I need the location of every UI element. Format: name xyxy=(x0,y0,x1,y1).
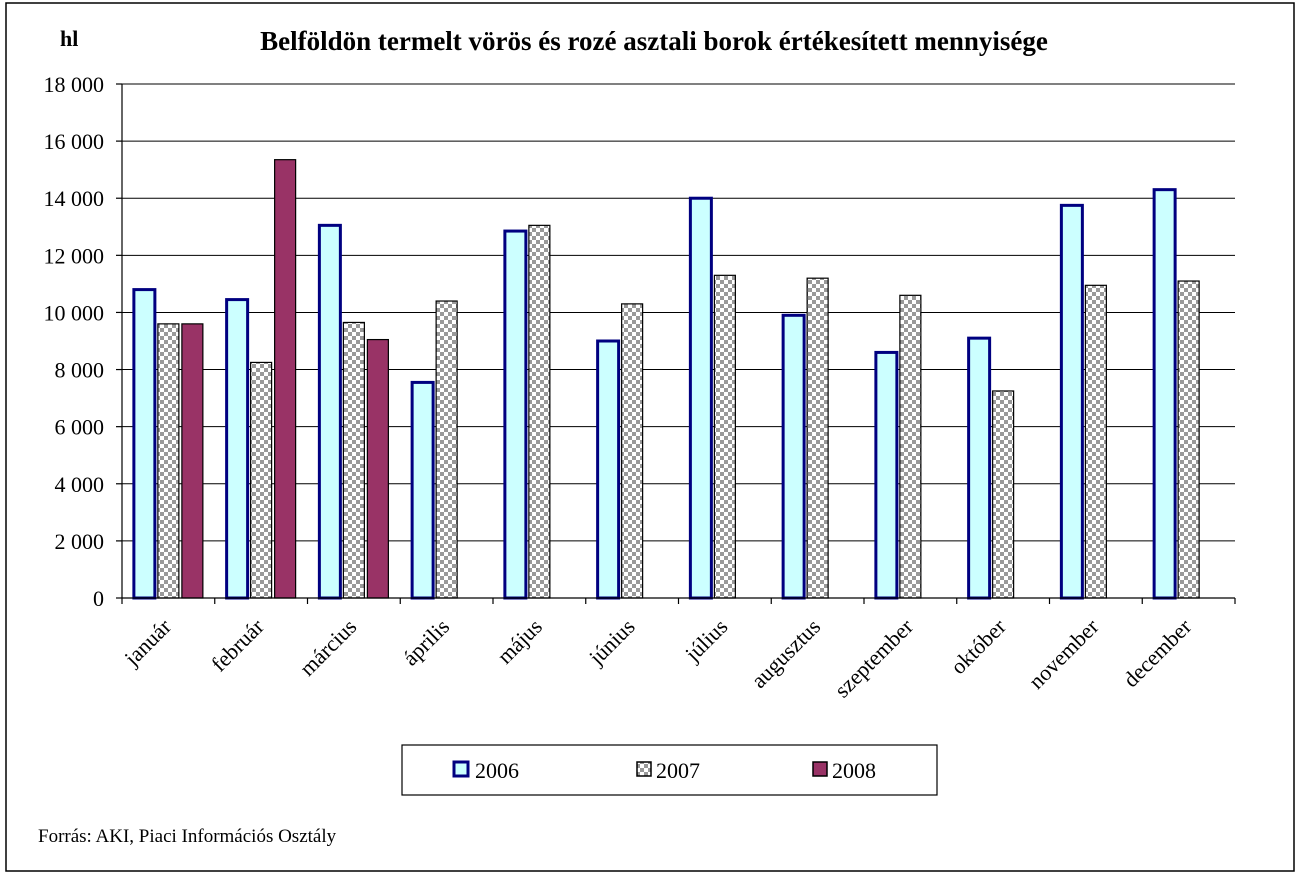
bar-2006-október xyxy=(967,336,992,600)
y-tick-label: 12 000 xyxy=(44,243,105,268)
bar-2006-április xyxy=(410,380,435,600)
y-tick-label: 8 000 xyxy=(55,358,105,383)
bar-2008-február xyxy=(274,159,297,599)
bar-2007-augusztus xyxy=(806,277,829,599)
bar-2006-június xyxy=(596,339,621,600)
legend-label-2007: 2007 xyxy=(656,758,700,783)
bar-2006-március xyxy=(317,223,342,600)
bar-2007-szeptember xyxy=(899,294,922,599)
source-note: Forrás: AKI, Piaci Információs Osztály xyxy=(38,826,337,847)
y-axis-ticks: 0 2 000 4 000 6 000 8 000 10 000 12 000 14 000 1… xyxy=(44,72,122,611)
bar-2006-december xyxy=(1152,188,1177,600)
bar-2008-január xyxy=(181,323,204,599)
gridlines xyxy=(122,83,1235,542)
y-unit-label: hl xyxy=(60,26,78,51)
legend-label-2006: 2006 xyxy=(475,758,519,783)
bar-2007-június xyxy=(621,303,644,599)
bar-2007-május xyxy=(528,224,551,599)
bar-2007-február xyxy=(250,361,273,599)
bar-2007-március xyxy=(342,321,365,599)
y-tick-label: 4 000 xyxy=(55,472,105,497)
y-tick-label: 18 000 xyxy=(44,72,105,97)
y-tick-label: 14 000 xyxy=(44,186,105,211)
legend-box xyxy=(401,744,938,796)
bar-2007-december xyxy=(1177,280,1200,599)
y-tick-label: 2 000 xyxy=(55,529,105,554)
bar-2007-november xyxy=(1084,284,1107,599)
y-tick-label: 16 000 xyxy=(44,129,105,154)
y-tick-label: 10 000 xyxy=(44,300,105,325)
bar-2006-január xyxy=(132,288,157,600)
bar-2006-május xyxy=(503,229,528,600)
legend-swatch-2006 xyxy=(452,760,470,778)
legend-swatch-2007 xyxy=(636,761,652,777)
bar-2006-szeptember xyxy=(874,350,899,600)
legend-label-2008: 2008 xyxy=(832,758,876,783)
bar-2007-július xyxy=(713,274,736,599)
y-tick-label: 6 000 xyxy=(55,415,105,440)
legend-swatch-2008 xyxy=(812,761,828,777)
y-tick-label: 0 xyxy=(93,586,104,611)
bar-2007-április xyxy=(435,300,458,599)
bar-2006-augusztus xyxy=(781,313,806,600)
axes xyxy=(121,84,1236,604)
bar-2007-január xyxy=(157,323,180,599)
bar-2008-március xyxy=(366,338,389,599)
bars xyxy=(132,159,1200,600)
bar-2006-november xyxy=(1059,203,1084,600)
bar-2006-július xyxy=(688,196,713,600)
chart-title: Belföldön termelt vörös és rozé asztali … xyxy=(260,26,1048,56)
bar-2007-október xyxy=(992,390,1015,599)
bar-2006-február xyxy=(225,298,250,600)
legend: 2006 2007 2008 xyxy=(401,744,938,796)
